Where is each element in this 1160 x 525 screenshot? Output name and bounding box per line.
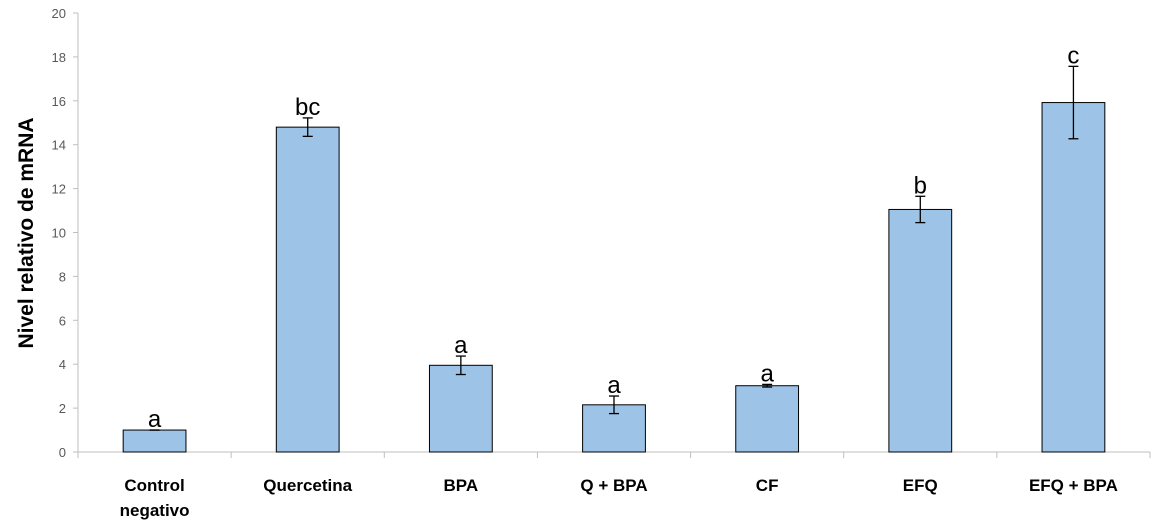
y-tick-label: 18 — [52, 50, 66, 65]
category-label: Quercetina — [263, 476, 352, 495]
error-bars — [149, 65, 1079, 431]
y-tick-label: 20 — [52, 6, 66, 21]
bar — [275, 126, 340, 453]
bar — [1041, 102, 1106, 453]
y-tick-label: 2 — [59, 401, 66, 416]
bar — [428, 364, 493, 453]
category-label: Q + BPA — [580, 476, 647, 495]
category-labels: Control negativo Quercetina BPA Q + BPA CF EFQ… — [120, 476, 1118, 520]
bar — [735, 385, 800, 453]
y-tick-label: 14 — [52, 138, 66, 153]
y-axis-title: Nivel relativo de mRNA — [15, 117, 38, 348]
y-tick-label: 4 — [59, 357, 66, 372]
y-tick-label: 6 — [59, 313, 66, 328]
category-label: CF — [756, 476, 779, 495]
x-axis — [77, 451, 1151, 458]
y-axis: 0 2 4 6 8 10 12 14 16 18 20 — [52, 6, 79, 460]
significance-label: b — [914, 172, 927, 199]
y-tick-label: 10 — [52, 226, 66, 241]
bars — [122, 102, 1106, 453]
category-label: BPA — [444, 476, 479, 495]
significance-label: a — [148, 406, 162, 433]
significance-label: bc — [295, 94, 320, 121]
category-label: Control — [124, 476, 184, 495]
y-tick-label: 8 — [59, 269, 66, 284]
y-tick-label: 12 — [52, 182, 66, 197]
significance-label: a — [760, 360, 774, 387]
y-tick-label: 0 — [59, 445, 66, 460]
bar — [888, 208, 953, 453]
significance-label: a — [607, 372, 621, 399]
significance-label: a — [454, 332, 468, 359]
category-label: EFQ + BPA — [1029, 476, 1118, 495]
category-label: negativo — [120, 501, 190, 520]
significance-label: c — [1067, 42, 1079, 69]
category-label: EFQ — [903, 476, 938, 495]
bar — [122, 429, 187, 453]
y-tick-label: 16 — [52, 94, 66, 109]
